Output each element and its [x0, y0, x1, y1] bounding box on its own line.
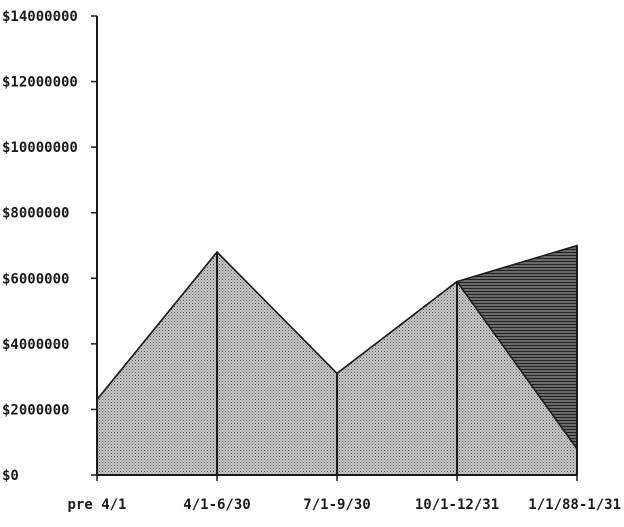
- y-tick-label: $8000000: [2, 206, 69, 222]
- x-tick-label: pre 4/1: [67, 497, 126, 513]
- x-tick-label: 10/1-12/31: [415, 497, 499, 513]
- y-tick-label: $2000000: [2, 402, 69, 418]
- y-tick-label: $0: [2, 468, 19, 484]
- x-tick-label: 4/1-6/30: [183, 497, 250, 513]
- y-tick-label: $6000000: [2, 271, 69, 287]
- x-tick-label: 1/1/88-1/31: [528, 497, 621, 513]
- y-tick-label: $10000000: [2, 140, 78, 156]
- y-tick-label: $14000000: [2, 9, 78, 25]
- y-tick-label: $4000000: [2, 337, 69, 353]
- y-tick-label: $12000000: [2, 75, 78, 91]
- category-dividers: [216, 245, 578, 475]
- axes: [91, 15, 578, 481]
- tick-labels: $0 $2000000 $4000000 $6000000 $8000000 $10000…: [2, 9, 621, 513]
- x-tick-label: 7/1-9/30: [303, 497, 370, 513]
